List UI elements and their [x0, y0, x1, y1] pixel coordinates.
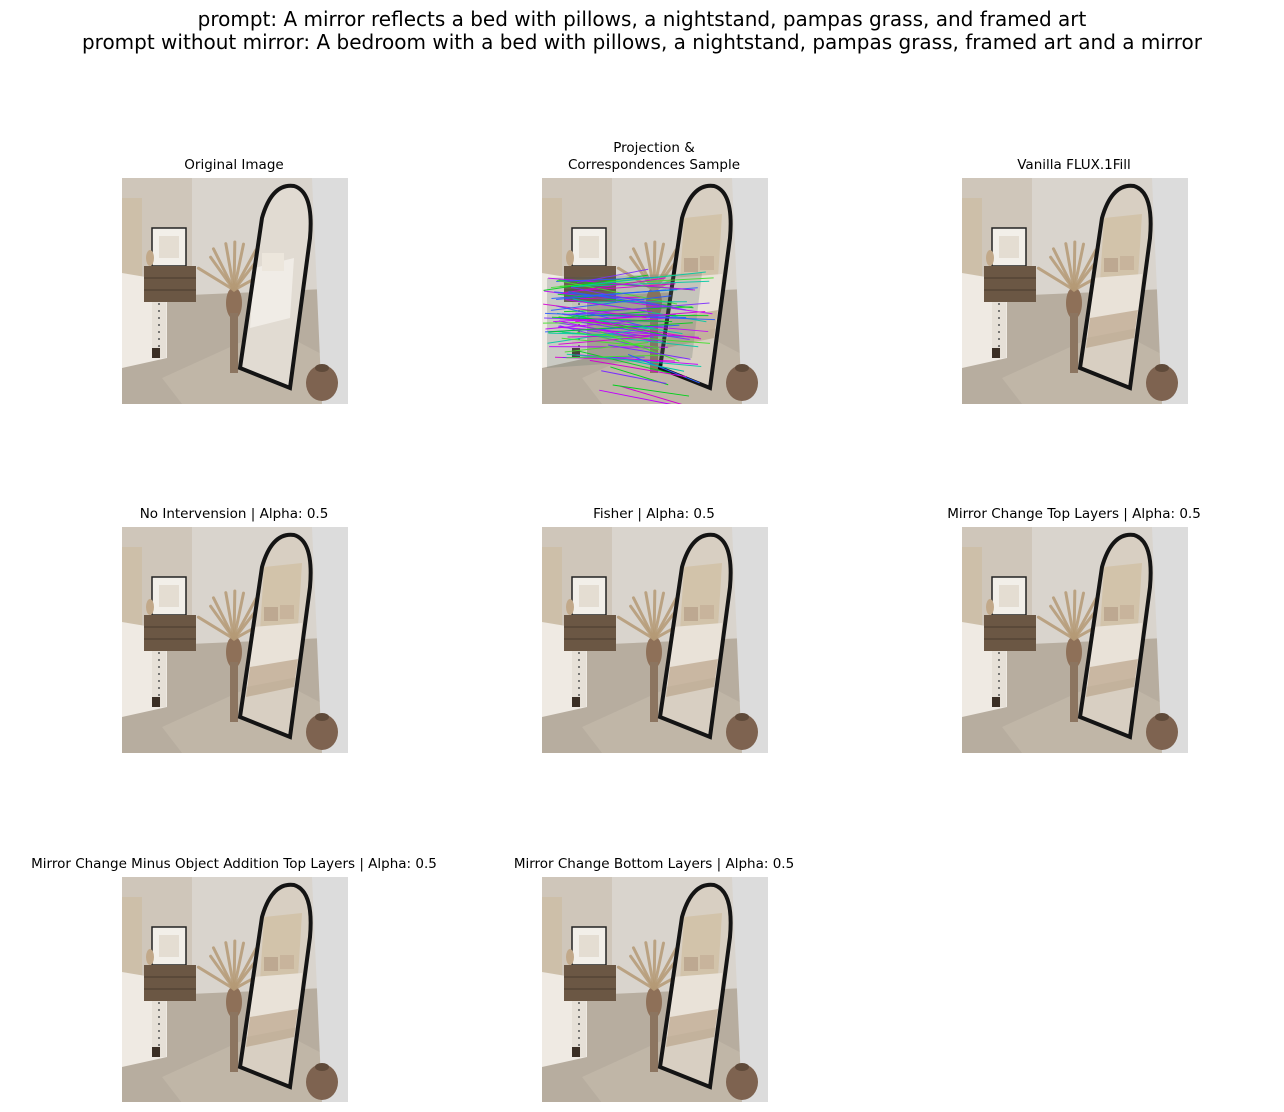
panel-mirror-change-minus-object-addition — [122, 877, 348, 1102]
panel-title-mirror-change-bottom: Mirror Change Bottom Layers | Alpha: 0.5 — [513, 856, 795, 872]
panel-title-mirror-change-top: Mirror Change Top Layers | Alpha: 0.5 — [947, 506, 1201, 522]
panel-title-no-intervention: No Intervension | Alpha: 0.5 — [139, 506, 329, 522]
panel-title-vanilla: Vanilla FLUX.1Fill — [1017, 157, 1131, 173]
panel-title-mirror-change-minus-object: Mirror Change Minus Object Addition Top … — [31, 856, 437, 872]
panel-vanilla-flux-fill — [962, 178, 1188, 404]
scene-image — [122, 178, 348, 404]
scene-image — [122, 527, 348, 753]
panel-title-original: Original Image — [184, 157, 284, 173]
panel-mirror-change-top-layers — [962, 527, 1188, 753]
panel-original-image — [122, 178, 348, 404]
panel-title-projection-line-2: Correspondences Sample — [567, 157, 741, 173]
panel-title-projection-line-1: Projection & — [613, 140, 695, 156]
panel-title-projection: Projection & Correspondences Sample — [444, 140, 864, 174]
scene-image — [122, 877, 348, 1102]
panel-mirror-change-bottom-layers — [542, 877, 768, 1102]
scene-image — [962, 527, 1188, 753]
scene-image — [542, 178, 768, 404]
panel-no-intervention — [122, 527, 348, 753]
scene-image — [542, 877, 768, 1102]
scene-image — [542, 527, 768, 753]
panel-projection-correspondences — [542, 178, 768, 404]
scene-image — [962, 178, 1188, 404]
figure-title-line-1: prompt: A mirror reflects a bed with pil… — [197, 7, 1087, 31]
figure-title-line-2: prompt without mirror: A bedroom with a … — [81, 30, 1203, 54]
panel-fisher — [542, 527, 768, 753]
panel-title-fisher: Fisher | Alpha: 0.5 — [593, 506, 715, 522]
